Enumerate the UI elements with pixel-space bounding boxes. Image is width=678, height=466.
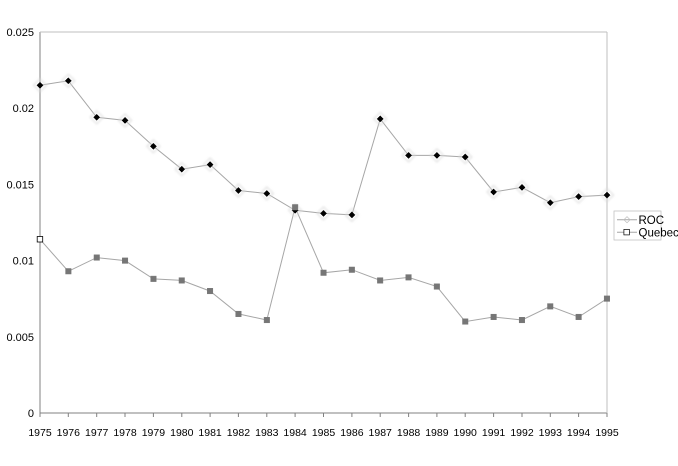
svg-text:ROC: ROC (639, 215, 665, 227)
svg-text:0: 0 (28, 408, 34, 420)
svg-text:1979: 1979 (142, 427, 166, 439)
svg-text:1978: 1978 (113, 427, 137, 439)
svg-text:1995: 1995 (595, 427, 619, 439)
svg-text:1981: 1981 (198, 427, 222, 439)
svg-text:1989: 1989 (425, 427, 449, 439)
svg-text:1985: 1985 (312, 427, 336, 439)
svg-text:1991: 1991 (482, 427, 506, 439)
svg-text:1986: 1986 (340, 427, 364, 439)
svg-text:1984: 1984 (283, 427, 307, 439)
svg-text:1990: 1990 (454, 427, 478, 439)
svg-text:1976: 1976 (57, 427, 81, 439)
svg-text:1975: 1975 (28, 427, 52, 439)
svg-text:1977: 1977 (85, 427, 109, 439)
svg-text:1983: 1983 (255, 427, 279, 439)
svg-text:0.005: 0.005 (6, 332, 34, 344)
svg-text:0.02: 0.02 (13, 103, 34, 115)
svg-text:1992: 1992 (510, 427, 534, 439)
svg-text:0.025: 0.025 (6, 27, 34, 39)
svg-text:1980: 1980 (170, 427, 194, 439)
svg-text:1988: 1988 (397, 427, 421, 439)
svg-text:1993: 1993 (539, 427, 563, 439)
svg-text:1987: 1987 (369, 427, 393, 439)
svg-text:0.015: 0.015 (6, 179, 34, 191)
svg-text:Quebec: Quebec (639, 228, 678, 240)
svg-text:1994: 1994 (567, 427, 591, 439)
svg-text:1982: 1982 (227, 427, 251, 439)
svg-text:0.01: 0.01 (13, 256, 34, 268)
